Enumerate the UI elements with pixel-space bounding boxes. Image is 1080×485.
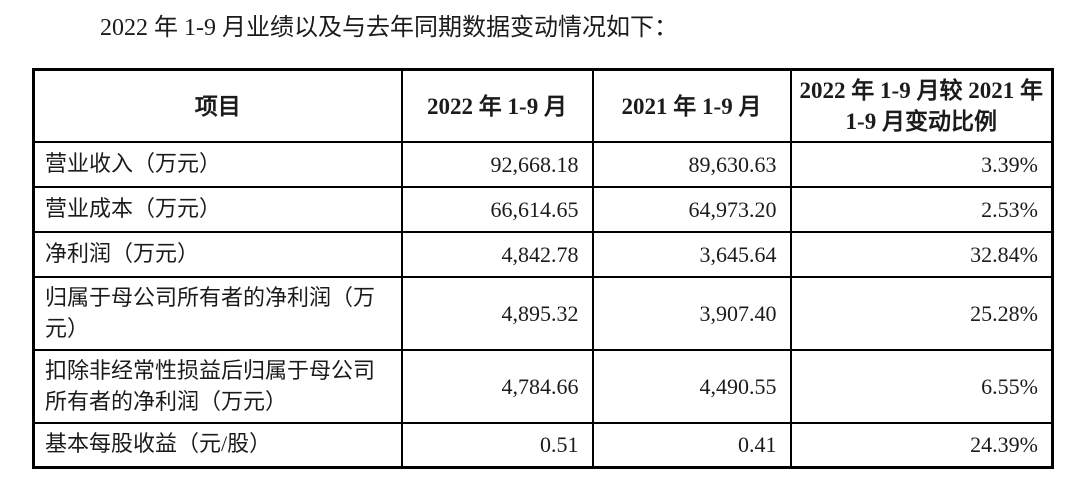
- cell-item: 归属于母公司所有者的净利润（万元）: [32, 276, 403, 352]
- cell-change-ratio: 3.39%: [789, 141, 1054, 189]
- cell-item: 营业收入（万元）: [32, 141, 403, 189]
- cell-change-ratio: 32.84%: [789, 231, 1054, 279]
- cell-2022-value: 4,784.66: [400, 349, 594, 425]
- cell-2021-value: 3,907.40: [591, 276, 792, 352]
- cell-2022-value: 66,614.65: [400, 186, 594, 234]
- table-row-deducted-net-profit: 扣除非经常性损益后归属于母公司所有者的净利润（万元） 4,784.66 4,49…: [32, 349, 1054, 425]
- cell-2022-value: 4,842.78: [400, 231, 594, 279]
- cell-change-ratio: 24.39%: [789, 422, 1054, 469]
- table-header-row: 项目 2022 年 1-9 月 2021 年 1-9 月 2022 年 1-9 …: [32, 68, 1054, 144]
- section-title: 2022 年 1-9 月业绩以及与去年同期数据变动情况如下：: [100, 15, 678, 41]
- cell-2021-value: 89,630.63: [591, 141, 792, 189]
- cell-2021-value: 4,490.55: [591, 349, 792, 425]
- cell-2022-value: 0.51: [400, 422, 594, 469]
- cell-2021-value: 64,973.20: [591, 186, 792, 234]
- cell-2022-value: 92,668.18: [400, 141, 594, 189]
- header-period-2022: 2022 年 1-9 月: [400, 68, 594, 144]
- cell-item: 扣除非经常性损益后归属于母公司所有者的净利润（万元）: [32, 349, 403, 425]
- cell-change-ratio: 6.55%: [789, 349, 1054, 425]
- cell-2021-value: 0.41: [591, 422, 792, 469]
- cell-item: 营业成本（万元）: [32, 186, 403, 234]
- cell-item: 基本每股收益（元/股）: [32, 422, 403, 469]
- cell-change-ratio: 25.28%: [789, 276, 1054, 352]
- cell-2022-value: 4,895.32: [400, 276, 594, 352]
- header-item: 项目: [32, 68, 403, 144]
- table-row-parent-net-profit: 归属于母公司所有者的净利润（万元） 4,895.32 3,907.40 25.2…: [32, 276, 1054, 352]
- header-period-2021: 2021 年 1-9 月: [591, 68, 792, 144]
- cell-2021-value: 3,645.64: [591, 231, 792, 279]
- header-change-ratio: 2022 年 1-9 月较 2021 年 1-9 月变动比例: [789, 68, 1054, 144]
- table-row-revenue: 营业收入（万元） 92,668.18 89,630.63 3.39%: [32, 141, 1054, 189]
- financial-results-table: 项目 2022 年 1-9 月 2021 年 1-9 月 2022 年 1-9 …: [32, 68, 1054, 469]
- table-row-basic-eps: 基本每股收益（元/股） 0.51 0.41 24.39%: [32, 422, 1054, 469]
- cell-item: 净利润（万元）: [32, 231, 403, 279]
- table-row-cost: 营业成本（万元） 66,614.65 64,973.20 2.53%: [32, 186, 1054, 234]
- table-row-net-profit: 净利润（万元） 4,842.78 3,645.64 32.84%: [32, 231, 1054, 279]
- cell-change-ratio: 2.53%: [789, 186, 1054, 234]
